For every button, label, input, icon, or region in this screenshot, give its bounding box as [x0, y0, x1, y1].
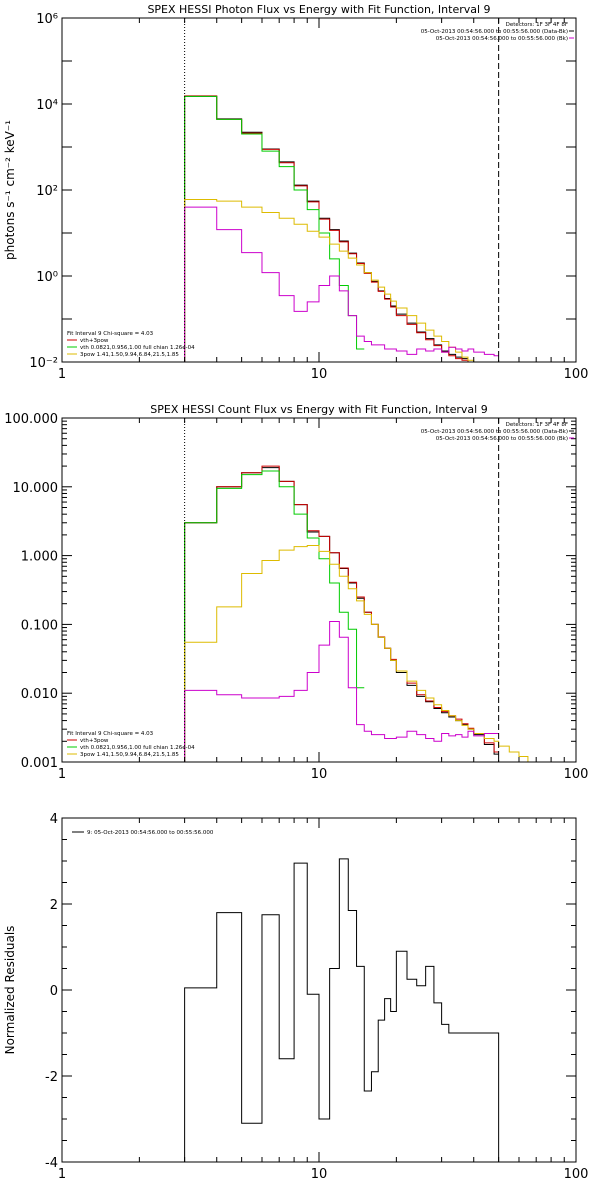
series-4-line [184, 206, 499, 362]
chart-title: SPEX HESSI Count Flux vs Energy with Fit… [150, 403, 487, 416]
y-tick-label: -4 [45, 1156, 58, 1171]
series-3-line [184, 545, 537, 762]
y-tick-label: 0.100 [21, 618, 58, 633]
y-tick-label: 2 [50, 898, 58, 913]
y-tick-label: 0.001 [21, 756, 58, 771]
x-tick-label: 10 [311, 367, 328, 382]
x-tick-label: 1 [58, 767, 66, 782]
count-flux-panel: SPEX HESSI Count Flux vs Energy with Fit… [4, 403, 589, 782]
photon-flux-panel: SPEX HESSI Photon Flux vs Energy with Fi… [3, 3, 588, 382]
y-axis-label: Normalized Residuals [3, 926, 17, 1055]
legend-entry: Detectors: 1F 3F 4F 8F [506, 422, 568, 428]
legend-entry: Fit Interval 9 Chi-square = 4.03 [67, 731, 154, 737]
legend-entry: Detectors: 1F 3F 4F 8F [506, 22, 568, 28]
series-0-line [184, 858, 500, 1162]
y-tick-label: 1.000 [21, 550, 58, 565]
x-tick-label: 10 [311, 1167, 328, 1182]
x-tick-label: 100 [564, 367, 589, 382]
legend-entry: 9: 05-Oct-2013 00:54:56.000 to 00:55:56.… [87, 830, 214, 836]
chart-title: SPEX HESSI Photon Flux vs Energy with Fi… [147, 3, 490, 16]
y-tick-label: 10⁰ [36, 270, 58, 285]
legend-entry: vth+3pow [80, 738, 109, 744]
x-tick-label: 10 [311, 767, 328, 782]
series-2-line [184, 470, 365, 762]
legend-entry: 3pow 1.41,1.50,9.94,6.84,21.5,1.85 [80, 352, 179, 358]
legend-entry: vth+3pow [80, 338, 109, 344]
y-tick-label: 0.010 [21, 687, 58, 702]
legend-entry: vth 0.0821,0.956,1.00 full chian 1.26e-0… [80, 745, 195, 751]
x-tick-label: 1 [58, 1167, 66, 1182]
legend-entry: 3pow 1.41,1.50,9.94,6.84,21.5,1.85 [80, 752, 179, 758]
y-tick-label: 10⁻² [29, 356, 58, 371]
legend-entry: 05-Oct-2013 00:54:56.000 to 00:55:56.000… [436, 436, 568, 442]
y-tick-label: 10⁴ [36, 98, 58, 113]
y-tick-label: 4 [50, 812, 58, 827]
x-tick-label: 100 [564, 1167, 589, 1182]
y-tick-label: 100.000 [4, 412, 58, 427]
y-tick-label: -2 [45, 1070, 58, 1085]
x-tick-label: 100 [564, 767, 589, 782]
y-axis-label: photons s⁻¹ cm⁻² keV⁻¹ [3, 120, 17, 260]
series-2-line [184, 95, 365, 362]
y-tick-label: 0 [50, 984, 58, 999]
legend-entry: 05-Oct-2013 00:54:56.000 to 00:55:56.000… [436, 36, 568, 42]
y-tick-label: 10² [36, 184, 58, 199]
legend-entry: Fit Interval 9 Chi-square = 4.03 [67, 331, 154, 337]
legend-entry: vth 0.0821,0.956,1.00 full chian 1.26e-0… [80, 345, 195, 351]
y-tick-label: 10.000 [13, 481, 59, 496]
series-4-line [184, 621, 499, 762]
residuals-panel: Normalized Residuals 1 10 100 -4 -2 0 2 4 9: 05-O… [3, 812, 588, 1182]
y-tick-label: 10⁶ [36, 12, 58, 27]
legend-entry: 05-Oct-2013 00:54:56.000 to 00:55:56.000… [421, 429, 568, 435]
x-tick-label: 1 [58, 367, 66, 382]
legend-entry: 05-Oct-2013 00:54:56.000 to 00:55:56.000… [421, 29, 568, 35]
